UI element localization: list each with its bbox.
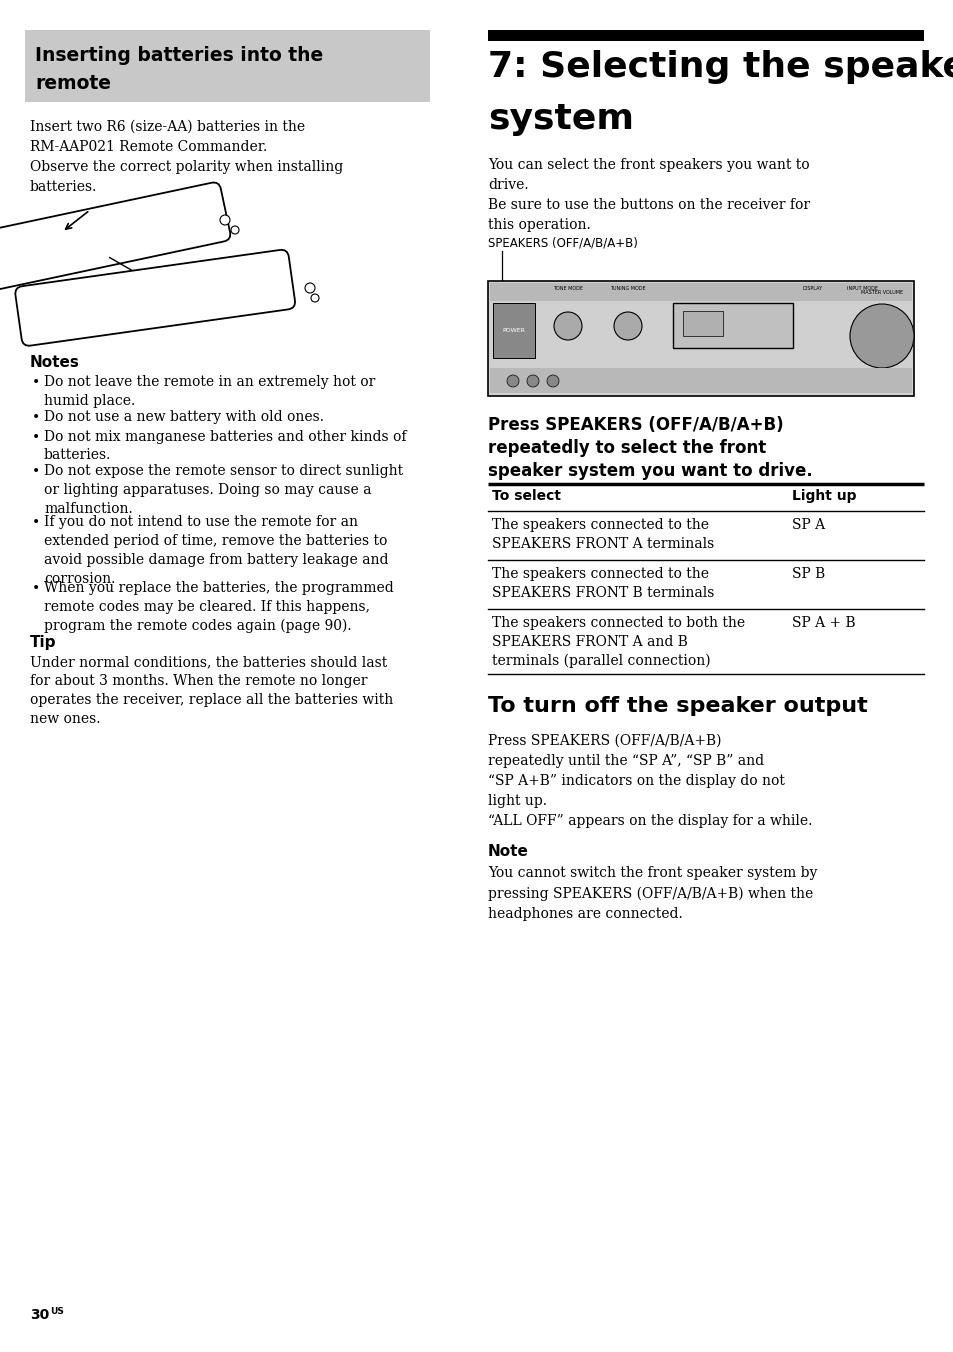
Text: •: • xyxy=(32,430,40,443)
Bar xyxy=(490,283,911,301)
Text: Notes: Notes xyxy=(30,356,80,370)
Circle shape xyxy=(220,215,230,224)
Text: When you replace the batteries, the programmed
remote codes may be cleared. If t: When you replace the batteries, the prog… xyxy=(44,581,394,634)
Text: SP B: SP B xyxy=(791,566,824,581)
Bar xyxy=(493,303,535,358)
Text: Light up: Light up xyxy=(791,489,856,503)
Text: To turn off the speaker output: To turn off the speaker output xyxy=(488,696,867,717)
FancyBboxPatch shape xyxy=(0,183,230,292)
Text: Do not use a new battery with old ones.: Do not use a new battery with old ones. xyxy=(44,410,324,425)
Text: Insert two R6 (size-AA) batteries in the
RM-AAP021 Remote Commander.
Observe the: Insert two R6 (size-AA) batteries in the… xyxy=(30,120,343,195)
Text: •: • xyxy=(32,581,40,595)
Circle shape xyxy=(305,283,314,293)
Text: •: • xyxy=(32,375,40,389)
Circle shape xyxy=(849,304,913,368)
Circle shape xyxy=(526,375,538,387)
Circle shape xyxy=(506,375,518,387)
Bar xyxy=(488,30,923,41)
Text: To select: To select xyxy=(492,489,560,503)
Text: Do not mix manganese batteries and other kinds of
batteries.: Do not mix manganese batteries and other… xyxy=(44,430,406,462)
Text: POWER: POWER xyxy=(502,329,525,334)
FancyBboxPatch shape xyxy=(672,303,792,347)
Text: •: • xyxy=(32,515,40,529)
Text: system: system xyxy=(488,101,634,137)
Text: MASTER VOLUME: MASTER VOLUME xyxy=(860,291,902,296)
Text: Tip: Tip xyxy=(30,635,56,650)
Text: Press SPEAKERS (OFF/A/B/A+B)
repeatedly to select the front
speaker system you w: Press SPEAKERS (OFF/A/B/A+B) repeatedly … xyxy=(488,416,812,480)
Text: 30: 30 xyxy=(30,1307,50,1322)
Circle shape xyxy=(614,312,641,339)
Circle shape xyxy=(554,312,581,339)
Text: If you do not intend to use the remote for an
extended period of time, remove th: If you do not intend to use the remote f… xyxy=(44,515,388,585)
Text: You cannot switch the front speaker system by
pressing SPEAKERS (OFF/A/B/A+B) wh: You cannot switch the front speaker syst… xyxy=(488,867,817,921)
Text: You can select the front speakers you want to
drive.
Be sure to use the buttons : You can select the front speakers you wa… xyxy=(488,158,809,233)
Text: SP A: SP A xyxy=(791,518,824,531)
Text: 7: Selecting the speaker: 7: Selecting the speaker xyxy=(488,50,953,84)
Text: DISPLAY: DISPLAY xyxy=(802,287,822,292)
Text: SP A + B: SP A + B xyxy=(791,617,855,630)
Circle shape xyxy=(546,375,558,387)
Circle shape xyxy=(231,226,239,234)
Text: Under normal conditions, the batteries should last
for about 3 months. When the : Under normal conditions, the batteries s… xyxy=(30,656,393,726)
Text: INPUT MODE: INPUT MODE xyxy=(846,287,878,292)
Text: Inserting batteries into the: Inserting batteries into the xyxy=(35,46,323,65)
Text: remote: remote xyxy=(35,74,111,93)
Bar xyxy=(490,368,911,393)
Text: TUNING MODE: TUNING MODE xyxy=(610,287,645,292)
Text: The speakers connected to the
SPEAKERS FRONT B terminals: The speakers connected to the SPEAKERS F… xyxy=(492,566,714,600)
Text: Do not leave the remote in an extremely hot or
humid place.: Do not leave the remote in an extremely … xyxy=(44,375,375,408)
Text: Do not expose the remote sensor to direct sunlight
or lighting apparatuses. Doin: Do not expose the remote sensor to direc… xyxy=(44,465,403,516)
Text: •: • xyxy=(32,410,40,425)
Bar xyxy=(25,30,430,101)
Text: The speakers connected to both the
SPEAKERS FRONT A and B
terminals (parallel co: The speakers connected to both the SPEAK… xyxy=(492,617,744,668)
Text: SPEAKERS (OFF/A/B/A+B): SPEAKERS (OFF/A/B/A+B) xyxy=(488,237,638,249)
Text: TONE MODE: TONE MODE xyxy=(553,287,582,292)
Circle shape xyxy=(311,293,318,301)
Text: Press SPEAKERS (OFF/A/B/A+B)
repeatedly until the “SP A”, “SP B” and
“SP A+B” in: Press SPEAKERS (OFF/A/B/A+B) repeatedly … xyxy=(488,734,812,829)
FancyBboxPatch shape xyxy=(488,281,913,396)
FancyBboxPatch shape xyxy=(15,250,294,346)
Text: •: • xyxy=(32,465,40,479)
Bar xyxy=(682,311,722,337)
Text: The speakers connected to the
SPEAKERS FRONT A terminals: The speakers connected to the SPEAKERS F… xyxy=(492,518,714,552)
Text: US: US xyxy=(50,1307,64,1315)
Text: Note: Note xyxy=(488,844,528,859)
